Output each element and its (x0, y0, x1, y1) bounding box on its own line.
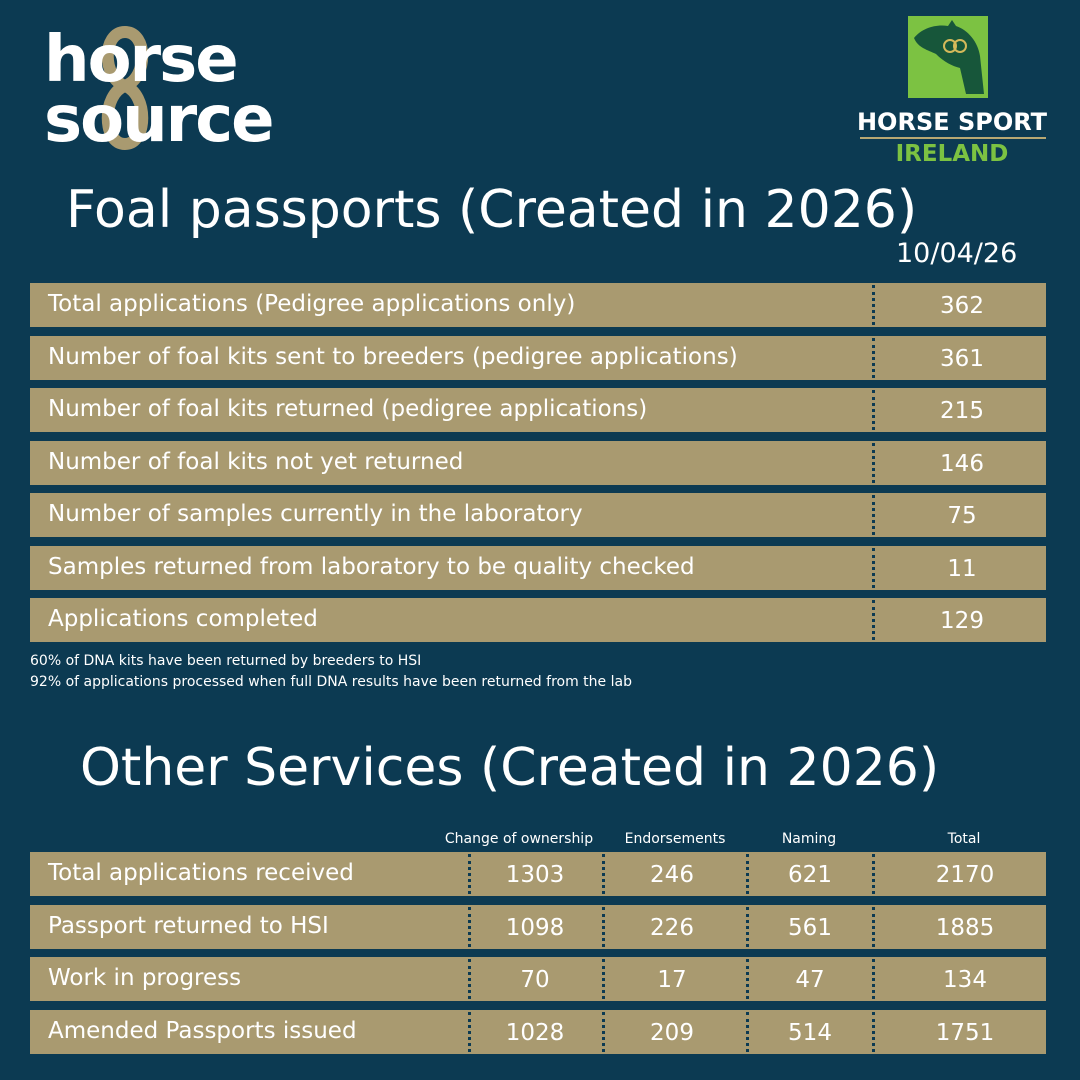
services-cell: 209 (650, 1020, 694, 1046)
column-divider (872, 1012, 875, 1052)
column-divider (746, 854, 749, 894)
infinity-eight-icon (101, 26, 149, 151)
horsesource-logo: horse source (44, 24, 314, 154)
services-cell: 1028 (505, 1020, 565, 1046)
services-cell: 226 (650, 915, 694, 941)
column-divider (746, 907, 749, 947)
services-row-label: Total applications received (48, 860, 354, 886)
foal-row-label: Samples returned from laboratory to be q… (48, 554, 695, 580)
column-divider (468, 854, 471, 894)
foal-row: Samples returned from laboratory to be q… (30, 546, 1046, 590)
column-divider (602, 959, 605, 999)
services-row: Amended Passports issued 1028 209 514 17… (30, 1010, 1046, 1054)
horse-sport-ireland-logo: HORSE SPORT IRELAND (856, 16, 1048, 167)
column-divider (602, 854, 605, 894)
column-divider (468, 959, 471, 999)
services-cell: 1885 (935, 915, 995, 941)
column-divider (602, 1012, 605, 1052)
services-cell: 621 (788, 862, 832, 888)
services-row: Passport returned to HSI 1098 226 561 18… (30, 905, 1046, 949)
services-row: Work in progress 70 17 47 134 (30, 957, 1046, 1001)
column-divider (872, 338, 875, 378)
column-divider (872, 285, 875, 325)
foal-note: 92% of applications processed when full … (30, 674, 632, 690)
column-divider (872, 390, 875, 430)
column-header: Change of ownership (444, 831, 594, 847)
column-divider (746, 1012, 749, 1052)
foal-note: 60% of DNA kits have been returned by br… (30, 653, 422, 669)
partner-name-line1: HORSE SPORT (856, 108, 1048, 136)
column-header: Total (947, 831, 981, 847)
foal-row: Number of foal kits sent to breeders (pe… (30, 336, 1046, 380)
horse-head-icon (908, 16, 988, 98)
services-row: Total applications received 1303 246 621… (30, 852, 1046, 896)
column-divider (872, 959, 875, 999)
services-cell: 514 (788, 1020, 832, 1046)
foal-row-value: 361 (940, 346, 984, 372)
foal-row: Applications completed 129 (30, 598, 1046, 642)
foal-row-label: Total applications (Pedigree application… (48, 291, 576, 317)
foal-row-label: Number of foal kits sent to breeders (pe… (48, 344, 738, 370)
column-divider (872, 854, 875, 894)
foal-row-label: Number of samples currently in the labor… (48, 501, 583, 527)
foal-row: Number of foal kits returned (pedigree a… (30, 388, 1046, 432)
services-cell: 1098 (505, 915, 565, 941)
column-divider (602, 907, 605, 947)
foal-row-value: 75 (947, 503, 977, 529)
foal-row-label: Applications completed (48, 606, 318, 632)
other-section-title: Other Services (Created in 2026) (80, 738, 940, 798)
foal-row-value: 215 (940, 398, 984, 424)
partner-logo-divider (860, 137, 1046, 139)
logo-word-horse: horse (44, 23, 239, 97)
services-row-label: Passport returned to HSI (48, 913, 329, 939)
column-divider (872, 443, 875, 483)
report-date: 10/04/26 (896, 238, 1018, 269)
foal-row: Total applications (Pedigree application… (30, 283, 1046, 327)
foal-row: Number of samples currently in the labor… (30, 493, 1046, 537)
services-row-label: Amended Passports issued (48, 1018, 357, 1044)
services-cell: 246 (650, 862, 694, 888)
foal-row-value: 11 (947, 556, 977, 582)
services-cell: 1751 (935, 1020, 995, 1046)
services-cell: 70 (520, 967, 550, 993)
foal-row: Number of foal kits not yet returned 146 (30, 441, 1046, 485)
services-cell: 2170 (935, 862, 995, 888)
column-divider (872, 548, 875, 588)
column-divider (872, 495, 875, 535)
services-row-label: Work in progress (48, 965, 242, 991)
column-divider (746, 959, 749, 999)
foal-row-value: 146 (940, 451, 984, 477)
services-cell: 17 (657, 967, 687, 993)
column-header: Naming (781, 831, 837, 847)
foal-section-title: Foal passports (Created in 2026) (66, 180, 918, 240)
column-header: Endorsements (624, 831, 726, 847)
foal-row-label: Number of foal kits not yet returned (48, 449, 464, 475)
column-divider (872, 600, 875, 640)
logo-word-source: source (44, 83, 275, 157)
services-cell: 1303 (505, 862, 565, 888)
column-divider (468, 1012, 471, 1052)
services-cell: 561 (788, 915, 832, 941)
foal-row-value: 362 (940, 293, 984, 319)
services-cell: 134 (943, 967, 987, 993)
column-divider (468, 907, 471, 947)
column-divider (872, 907, 875, 947)
partner-name-line2: IRELAND (895, 141, 1009, 167)
foal-row-label: Number of foal kits returned (pedigree a… (48, 396, 648, 422)
services-cell: 47 (795, 967, 825, 993)
foal-row-value: 129 (940, 608, 984, 634)
